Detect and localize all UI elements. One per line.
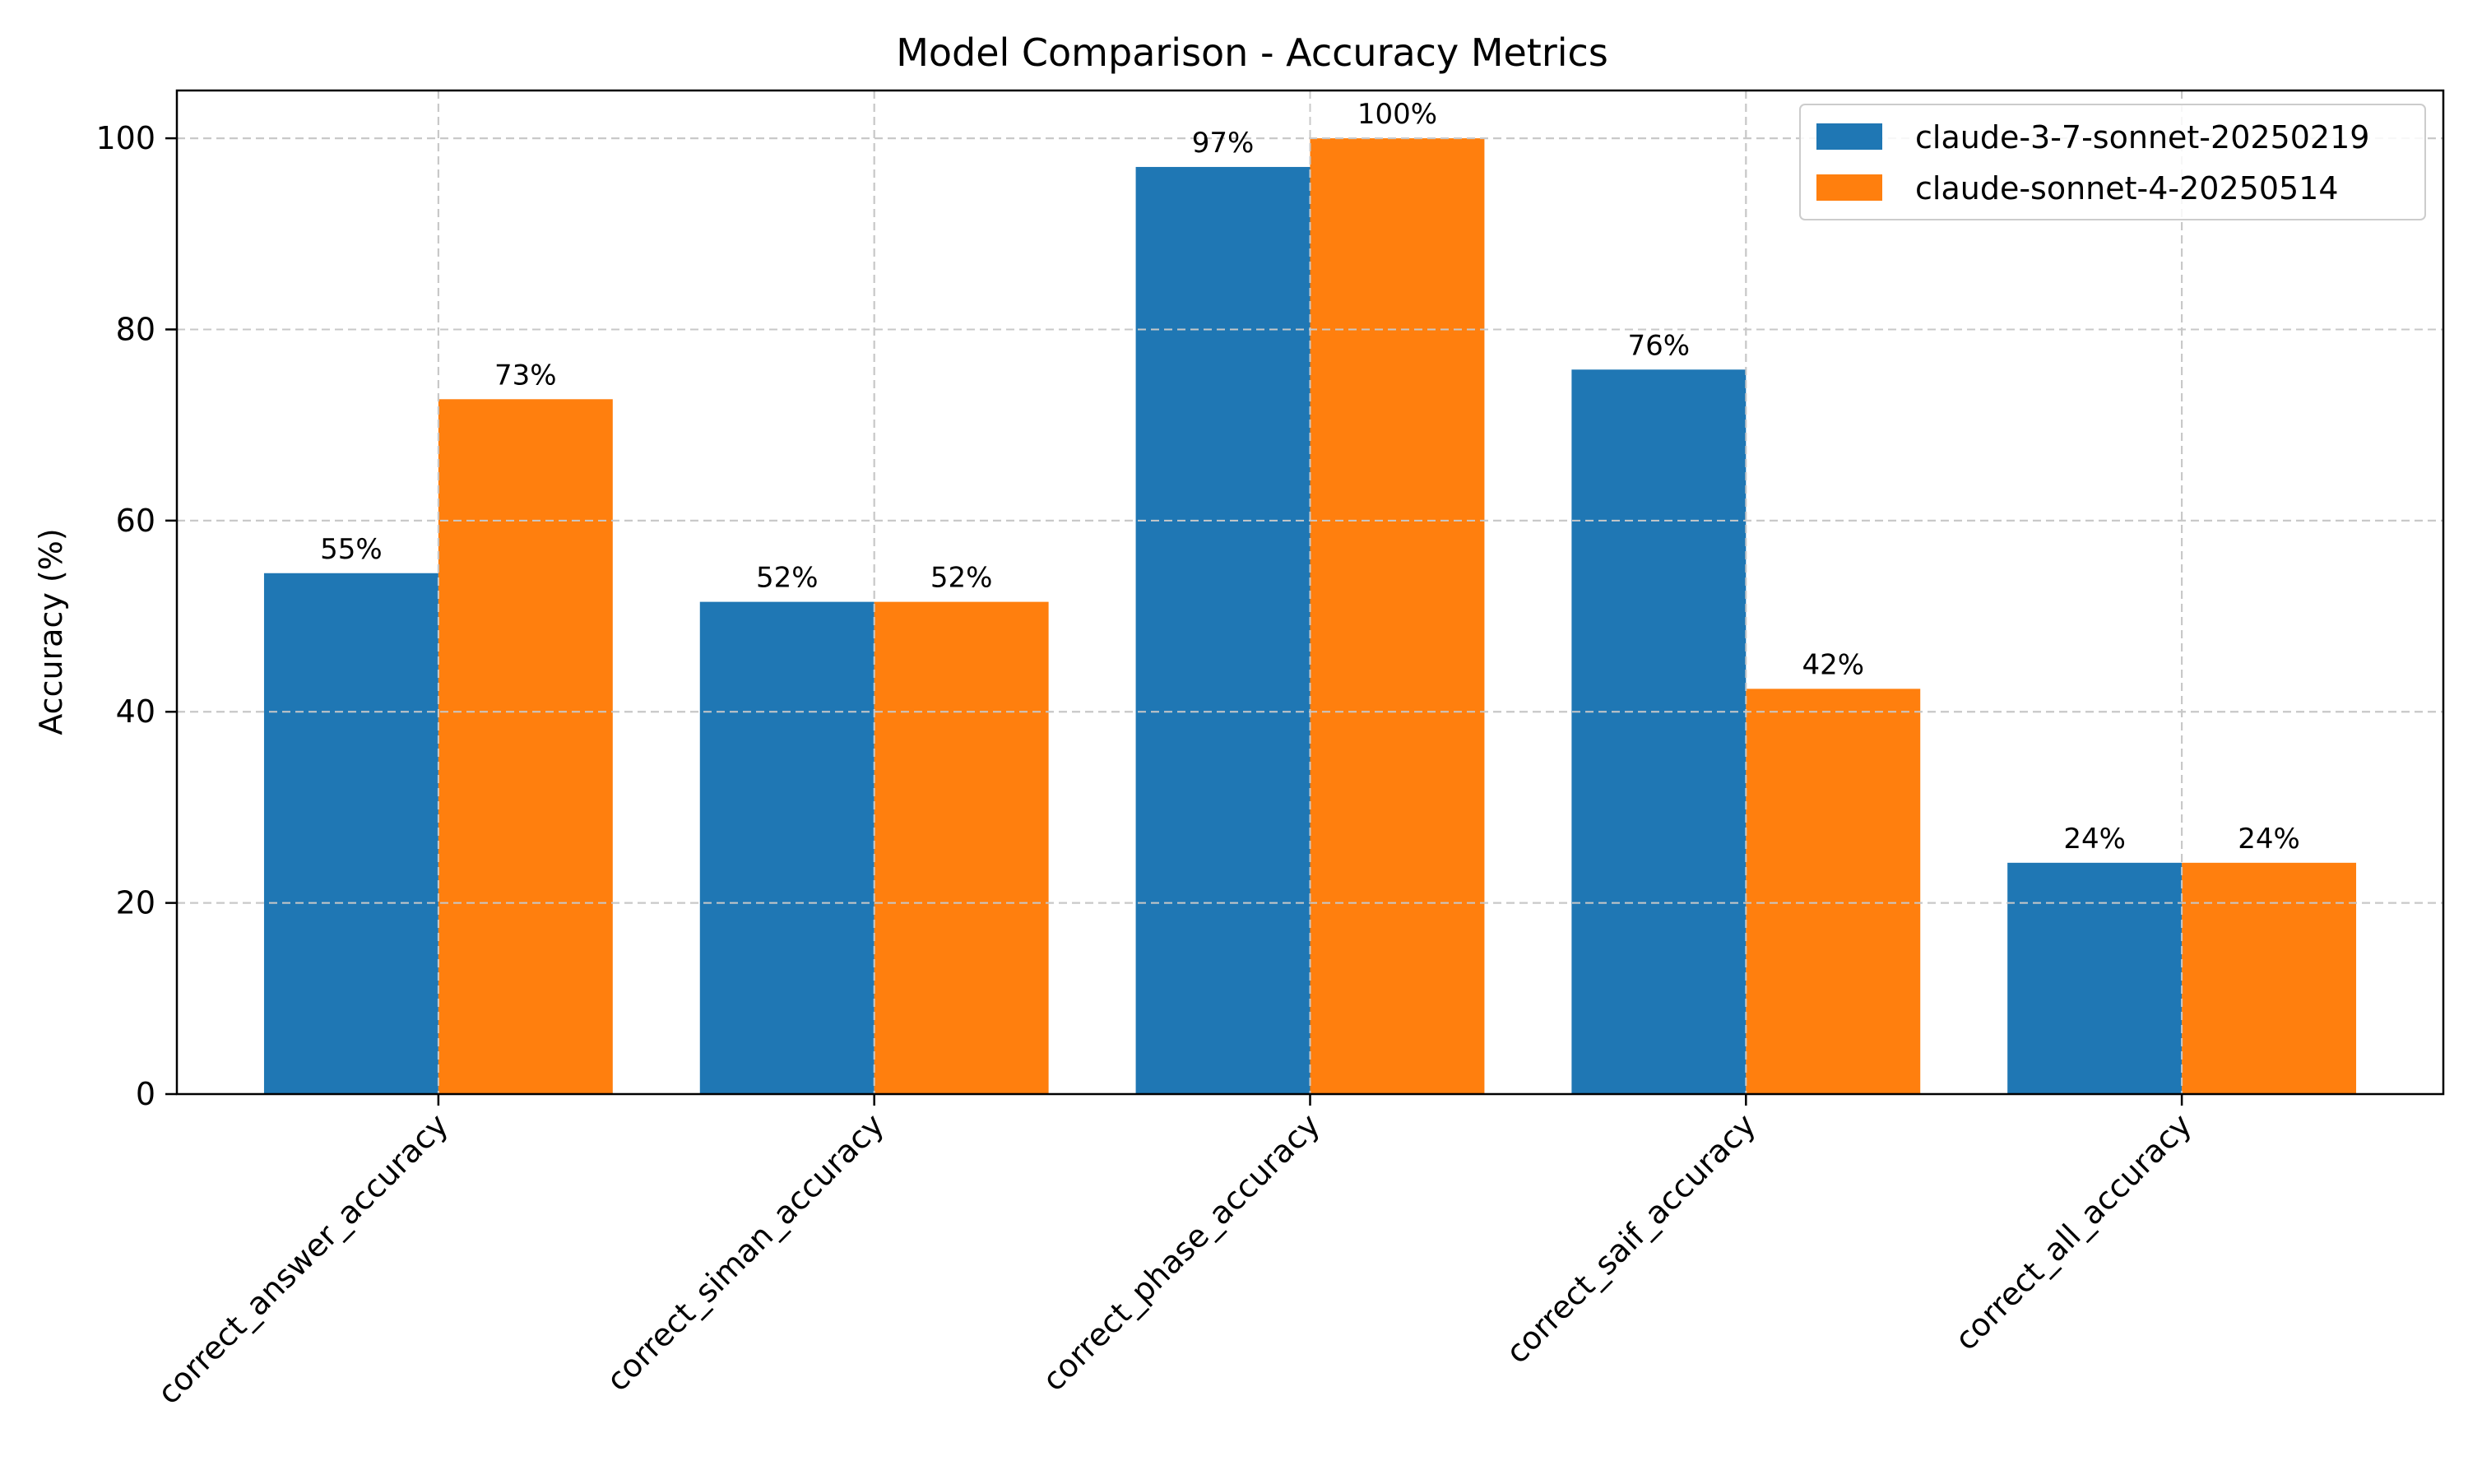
legend-label-claude-3-7-sonnet: claude-3-7-sonnet-20250219 (1915, 119, 2369, 155)
y-axis-label: Accuracy (%) (33, 528, 69, 735)
bar-series-0-correct_saif_accuracy (1571, 369, 1747, 1094)
data-label: 24% (2238, 823, 2300, 856)
chart-title: Model Comparison - Accuracy Metrics (896, 30, 1608, 75)
y-tick-label: 20 (116, 885, 155, 921)
y-tick-label: 0 (136, 1076, 155, 1112)
bar-series-1-correct_siman_accuracy (874, 601, 1049, 1094)
data-label: 97% (1192, 127, 1255, 160)
data-label: 52% (756, 562, 819, 595)
bar-series-0-correct_phase_accuracy (1135, 166, 1311, 1094)
bar-series-0-correct_all_accuracy (2007, 862, 2183, 1094)
data-label-layer: 55% 52% 97% 76% 24% 73% 52% 100% 42% 24% (320, 98, 2300, 856)
legend-swatch-claude-3-7-sonnet (1816, 123, 1882, 150)
legend-label-claude-sonnet-4: claude-sonnet-4-20250514 (1915, 170, 2339, 206)
bar-layer (263, 138, 2357, 1095)
y-tick-label: 100 (95, 120, 155, 156)
bar-series-1-correct_answer_accuracy (438, 399, 613, 1094)
bar-series-1-correct_saif_accuracy (1746, 689, 1921, 1094)
data-label: 100% (1357, 98, 1437, 131)
bar-series-0-correct_siman_accuracy (699, 601, 874, 1094)
y-tick-label: 40 (116, 693, 155, 730)
data-label: 76% (1628, 329, 1691, 362)
legend-swatch-claude-sonnet-4 (1816, 174, 1882, 201)
data-label: 42% (1802, 648, 1864, 681)
bar-series-1-correct_phase_accuracy (1310, 138, 1485, 1095)
y-tick-label: 80 (116, 311, 155, 347)
legend-frame (1799, 104, 2426, 220)
plot-frame (175, 89, 2445, 1096)
data-label: 52% (930, 562, 993, 595)
data-label: 73% (494, 359, 557, 392)
data-label: 24% (2063, 823, 2126, 856)
bar-series-1-correct_all_accuracy (2182, 862, 2357, 1094)
y-tick-label: 60 (116, 503, 155, 539)
bar-series-0-correct_answer_accuracy (263, 573, 438, 1094)
data-label: 55% (320, 533, 383, 566)
legend: claude-3-7-sonnet-20250219 claude-sonnet… (1799, 104, 2426, 220)
